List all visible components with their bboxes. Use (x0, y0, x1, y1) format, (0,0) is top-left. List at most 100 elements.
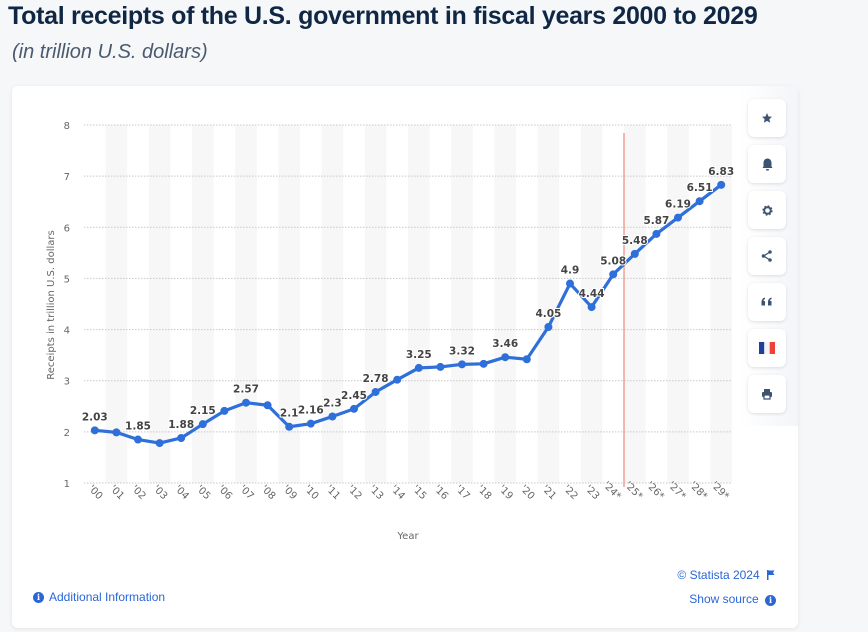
y-tick-label: 7 (64, 172, 70, 183)
statista-copyright[interactable]: © Statista 2024 (677, 568, 776, 582)
x-tick-label: '25* (622, 480, 644, 502)
data-point (566, 279, 574, 288)
x-tick-label: '07 (237, 483, 256, 502)
share-icon (761, 250, 772, 262)
data-label: 3.25 (406, 349, 432, 361)
y-tick-label: 3 (64, 377, 70, 388)
x-tick-label: '01 (107, 483, 126, 502)
column-band (192, 125, 214, 483)
data-point (242, 398, 250, 407)
data-label: 2.15 (190, 405, 216, 417)
bell-icon (762, 158, 772, 170)
data-label: 4.9 (561, 265, 580, 277)
data-point (544, 323, 553, 332)
data-point (630, 249, 639, 258)
x-tick-label: '29* (709, 480, 731, 502)
cite-button[interactable] (748, 283, 786, 321)
y-tick-label: 5 (64, 274, 70, 285)
data-point (220, 406, 229, 415)
chart-subtitle: (in trillion U.S. dollars) (12, 41, 208, 63)
data-point (112, 428, 121, 437)
x-tick-label: '06 (215, 483, 234, 502)
y-tick-label: 4 (64, 326, 70, 337)
show-source-link[interactable]: Show source i (689, 592, 776, 606)
quote-icon (761, 297, 772, 306)
data-label: 1.88 (168, 419, 194, 431)
y-tick-label: 1 (64, 479, 70, 490)
data-point (350, 404, 358, 413)
data-point (371, 387, 380, 396)
x-tick-label: '12 (345, 483, 364, 502)
data-point (587, 303, 596, 312)
x-tick-label: '21 (539, 483, 558, 502)
french-flag-icon (759, 342, 775, 354)
additional-information-link[interactable]: i Additional Information (33, 590, 165, 604)
additional-information-text: Additional Information (49, 590, 166, 604)
chart-toolbar (748, 99, 786, 421)
x-tick-label: '04 (172, 483, 191, 502)
y-tick-label: 6 (64, 223, 70, 234)
data-label: 2.45 (341, 390, 367, 402)
data-point (652, 229, 661, 238)
data-point (177, 433, 186, 442)
x-tick-label: '00 (86, 483, 105, 502)
data-point (522, 355, 531, 364)
settings-button[interactable] (748, 191, 786, 229)
print-button[interactable] (748, 375, 786, 413)
x-tick-label: '26* (644, 480, 666, 502)
x-tick-label: '23 (583, 483, 602, 502)
data-label: 1.85 (125, 421, 151, 433)
data-point (393, 375, 402, 384)
data-label: 2.16 (298, 405, 324, 417)
favorite-button[interactable] (748, 99, 786, 137)
data-label: 2.78 (363, 373, 389, 385)
x-axis-title: Year (396, 531, 419, 542)
copyright-text: © Statista 2024 (677, 568, 760, 582)
notification-button[interactable] (748, 145, 786, 183)
x-tick-label: '20 (518, 483, 537, 502)
data-label: 2.1 (280, 408, 299, 420)
data-point (501, 353, 510, 362)
printer-icon (762, 389, 772, 400)
language-button[interactable] (748, 329, 786, 367)
data-point (695, 197, 704, 206)
star-icon (762, 113, 772, 123)
data-label: 5.48 (622, 235, 648, 247)
data-point (155, 439, 164, 448)
x-tick-label: '11 (323, 483, 342, 502)
series-line (94, 183, 723, 445)
y-axis-title: Receipts in trillion U.S. dollars (46, 230, 57, 380)
column-band (148, 125, 171, 483)
data-point (414, 363, 423, 372)
chart-title: Total receipts of the U.S. government in… (8, 2, 758, 30)
x-tick-label: '10 (302, 483, 321, 502)
x-tick-label: '24* (601, 480, 623, 502)
y-tick-label: 8 (64, 121, 70, 132)
x-tick-label: '17 (453, 483, 472, 502)
column-band (667, 125, 689, 483)
x-tick-label: '15 (410, 483, 429, 502)
data-label: 4.44 (579, 288, 605, 300)
data-label: 3.46 (492, 338, 518, 350)
data-point (609, 270, 618, 279)
show-source-text: Show source (689, 592, 759, 606)
data-label: 6.51 (687, 182, 713, 194)
x-tick-label: '03 (151, 483, 170, 502)
data-label: 3.32 (449, 345, 475, 357)
column-band (710, 125, 732, 483)
share-button[interactable] (748, 237, 786, 275)
x-tick-label: '08 (259, 483, 278, 502)
data-point (198, 420, 207, 429)
data-label: 6.83 (708, 166, 734, 178)
data-point (285, 422, 294, 431)
x-tick-label: '05 (194, 483, 213, 502)
data-point (306, 419, 315, 428)
data-label: 2.03 (82, 411, 108, 423)
column-band (494, 125, 516, 483)
y-tick-label: 2 (64, 428, 70, 439)
x-tick-label: '19 (496, 483, 515, 502)
info-icon: i (33, 591, 44, 603)
data-point (479, 359, 488, 368)
data-label: 5.87 (643, 215, 669, 227)
